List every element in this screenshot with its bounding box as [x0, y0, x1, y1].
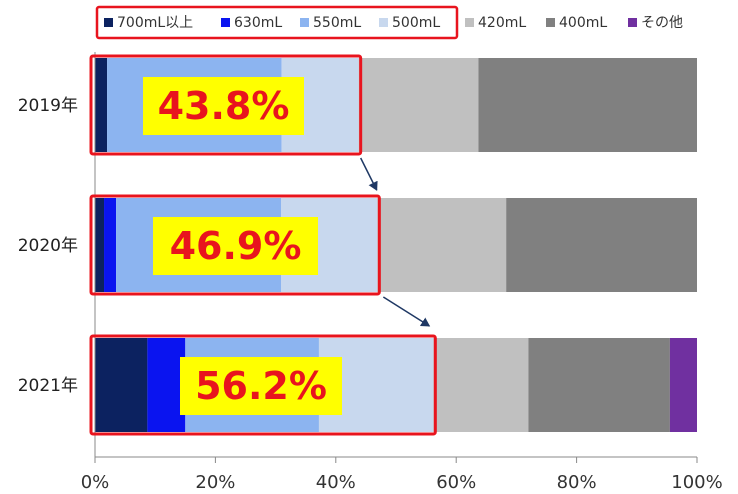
- bar-segment: [670, 338, 697, 432]
- legend-label: その他: [641, 15, 683, 31]
- trend-arrow: [383, 297, 429, 326]
- legend-label: 700mL以上: [117, 15, 193, 31]
- bar-segment: [95, 198, 104, 292]
- category-label: 2021年: [18, 376, 78, 396]
- bar-segment: [147, 338, 185, 432]
- legend-swatch: [300, 18, 309, 27]
- bar-segment: [95, 338, 147, 432]
- callout-label: 56.2%: [195, 364, 327, 408]
- bar-segment: [528, 338, 669, 432]
- legend-label: 500mL: [392, 15, 440, 31]
- callout-label: 46.9%: [170, 224, 302, 268]
- category-label: 2019年: [18, 96, 78, 116]
- bar-segment: [506, 198, 697, 292]
- bar-segment: [95, 58, 107, 152]
- legend-label: 550mL: [313, 15, 361, 31]
- trend-arrow: [361, 158, 377, 190]
- legend-label: 630mL: [234, 15, 282, 31]
- bar-segment: [359, 58, 479, 152]
- x-tick-label: 0%: [81, 472, 110, 493]
- legend-swatch: [221, 18, 230, 27]
- x-tick-label: 40%: [316, 472, 356, 493]
- legend-swatch: [379, 18, 388, 27]
- bar-segment: [377, 198, 506, 292]
- callout-label: 43.8%: [158, 84, 290, 128]
- legend-label: 400mL: [559, 15, 607, 31]
- legend: 700mL以上 630mL 550mL 500mL 420mL 400mL その他: [104, 15, 683, 31]
- legend-swatch: [104, 18, 113, 27]
- bar-segment: [104, 198, 116, 292]
- x-tick-label: 60%: [436, 472, 476, 493]
- bar-segment: [478, 58, 697, 152]
- bar-segment: [433, 338, 528, 432]
- category-label: 2020年: [18, 236, 78, 256]
- legend-swatch: [465, 18, 474, 27]
- x-tick-label: 100%: [671, 472, 722, 493]
- legend-swatch: [546, 18, 555, 27]
- x-tick-label: 20%: [195, 472, 235, 493]
- x-tick-label: 80%: [557, 472, 597, 493]
- legend-swatch: [628, 18, 637, 27]
- legend-label: 420mL: [478, 15, 526, 31]
